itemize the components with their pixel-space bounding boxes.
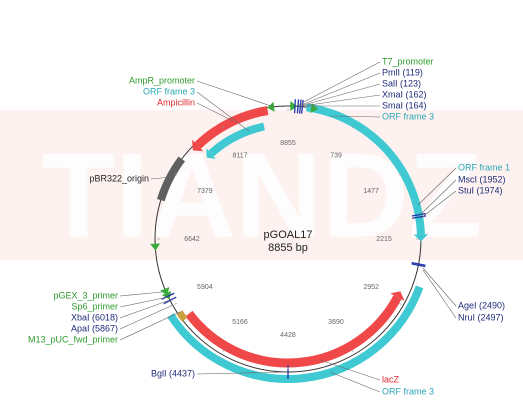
tick-label: 6642 — [184, 236, 200, 243]
leader — [119, 311, 181, 341]
cut-site — [411, 212, 426, 217]
site-label: MscI (1952) — [458, 174, 506, 184]
arrow-head — [206, 148, 216, 159]
tick-mark — [174, 302, 178, 305]
watermark: TIANDZ — [42, 129, 482, 263]
site-label: SalI (123) — [382, 78, 421, 88]
leader — [301, 94, 381, 107]
tick-label: 7379 — [197, 188, 213, 195]
site-label: XbaI (6018) — [71, 312, 118, 322]
feature-arc — [185, 295, 402, 368]
cut-site — [411, 261, 426, 266]
feature-arc — [305, 103, 425, 235]
tick-label: 8117 — [232, 153, 247, 160]
tick-mark — [398, 302, 402, 305]
leader — [196, 102, 234, 122]
cut-site — [411, 263, 426, 268]
leader — [420, 190, 457, 219]
tick-label: 2952 — [363, 284, 379, 291]
leader — [417, 167, 457, 206]
site-label: PmlI (119) — [382, 67, 423, 77]
site-label: StuI (1974) — [458, 185, 503, 195]
leader — [422, 269, 457, 319]
tick-mark — [398, 173, 402, 176]
feature-label: pGEX_3_primer — [53, 290, 118, 300]
feature-arc — [176, 310, 188, 322]
site-label: ApaI (5867) — [71, 323, 118, 333]
feature-label: ORF frame 3 — [382, 111, 434, 121]
leader — [329, 371, 381, 393]
feature-label: ORF frame 3 — [382, 386, 434, 396]
cut-site — [161, 292, 175, 300]
feature-label: M13_pUC_fwd_primer — [28, 334, 118, 344]
tick-mark — [351, 125, 354, 129]
leader — [298, 72, 381, 107]
leader — [329, 115, 381, 118]
feature-label: lacZ — [382, 374, 400, 384]
feature-label: Ampicillin — [157, 97, 195, 107]
arrow-head — [310, 103, 318, 113]
tick-label: 5904 — [197, 284, 213, 291]
tick-mark — [222, 349, 225, 353]
site-label: AgeI (2490) — [458, 300, 505, 310]
leader — [119, 296, 169, 308]
arrow-head — [267, 101, 275, 112]
feature-label: pBR322_origin — [89, 173, 149, 183]
cut-site — [163, 296, 177, 305]
arrow-head — [390, 291, 405, 302]
leader — [319, 359, 381, 381]
arrow-head — [290, 101, 298, 112]
feature-arc — [167, 285, 424, 383]
site-label: XmaI (162) — [382, 89, 427, 99]
feature-label: T7_promoter — [382, 56, 434, 66]
leader — [119, 304, 174, 330]
leader — [150, 176, 172, 180]
site-label: NruI (2497) — [458, 312, 504, 322]
leader — [299, 83, 381, 107]
feature-label: Sp6_primer — [71, 301, 118, 311]
cut-site — [412, 215, 427, 219]
leader — [295, 61, 381, 107]
site-label: BglI (4437) — [151, 368, 195, 378]
feature-label: ORF frame 1 — [458, 162, 510, 172]
tick-label: 5166 — [232, 319, 248, 326]
feature-label: ORF frame 3 — [143, 86, 195, 96]
arrow-head — [161, 291, 172, 300]
leader — [419, 179, 457, 216]
tick-mark — [174, 173, 178, 176]
leaders — [119, 61, 457, 393]
feature-arc — [156, 156, 186, 202]
cut-site — [293, 99, 296, 114]
leader — [119, 299, 171, 319]
leader — [196, 91, 250, 132]
ring: 739 1477 2215 2952 3690 4428 5166 5904 6642 7379 8… — [150, 99, 429, 383]
feature-arc — [208, 122, 266, 157]
tick-label: 2215 — [376, 236, 392, 243]
arrow-head — [413, 234, 429, 242]
tick-mark — [222, 125, 225, 129]
tick-label: 1477 — [363, 188, 379, 195]
arrow-head — [150, 243, 161, 251]
feature-label: AmpR_promoter — [129, 75, 195, 85]
site-label: SmaI (164) — [382, 100, 427, 110]
feature-arc — [194, 106, 269, 149]
arrow-head — [192, 139, 204, 152]
plasmid-name: pGOAL17 — [264, 229, 313, 241]
tick-label: 3690 — [328, 319, 344, 326]
plasmid-size: 8855 bp — [268, 242, 308, 254]
watermark-band — [0, 110, 523, 260]
tick-label: 8855 — [280, 140, 296, 147]
leader — [196, 80, 275, 108]
tick-mark — [351, 349, 354, 353]
leader — [196, 371, 289, 375]
tick-label: 739 — [330, 153, 342, 160]
leader — [119, 291, 163, 297]
cut-site — [296, 99, 300, 114]
cut-site — [298, 99, 302, 114]
tick-label: 4428 — [280, 332, 296, 339]
leader — [422, 267, 457, 307]
